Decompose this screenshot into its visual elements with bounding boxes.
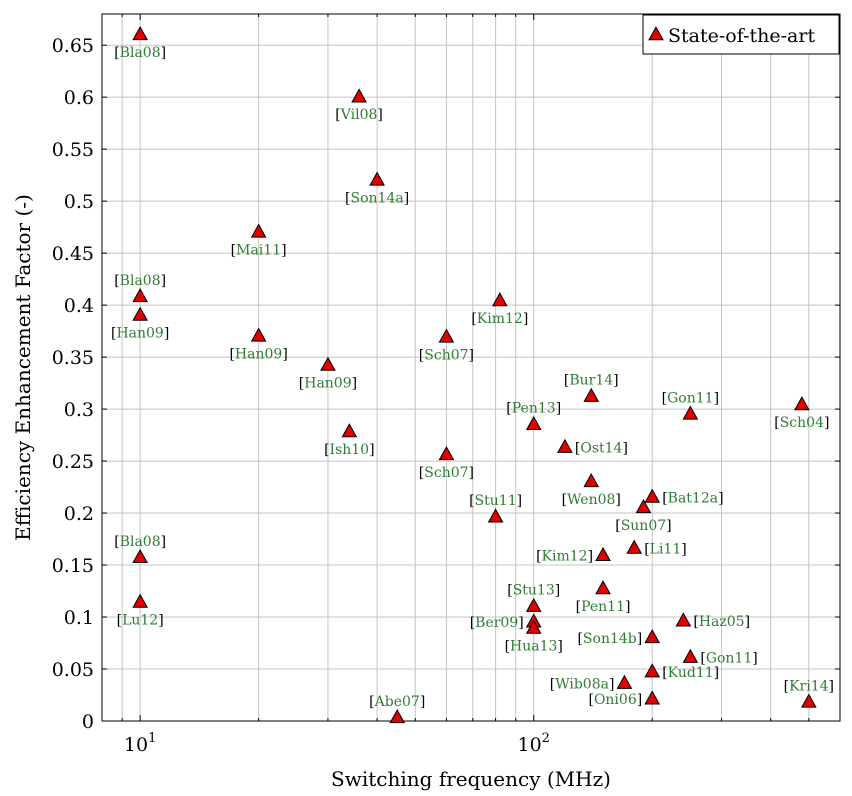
data-point-marker bbox=[595, 546, 611, 561]
data-point-label: [Bla08] bbox=[114, 534, 166, 550]
x-tick-label: 101 bbox=[124, 731, 156, 756]
data-point-marker bbox=[682, 405, 699, 420]
data-point-label: [Han09] bbox=[229, 346, 287, 362]
y-tick-label: 0.35 bbox=[52, 347, 94, 369]
data-point-marker bbox=[132, 306, 148, 321]
plot-frame bbox=[101, 13, 841, 722]
data-point-marker bbox=[525, 415, 542, 430]
y-tick-label: 0.3 bbox=[64, 399, 94, 421]
data-point-label: [Bla08] bbox=[114, 45, 166, 61]
y-tick-label: 0.6 bbox=[64, 87, 94, 109]
y-tick-label: 0.15 bbox=[52, 555, 94, 577]
data-point-label: [Gon11] bbox=[662, 390, 719, 406]
data-point-marker bbox=[675, 612, 692, 627]
data-point-label: [Sch04] bbox=[774, 415, 829, 431]
data-point-marker bbox=[487, 508, 504, 523]
data-point-marker bbox=[644, 663, 661, 678]
data-points: [Bla08] [Bla08] [Han09] [Bla08] [Lu12] [Mai11… bbox=[111, 25, 834, 724]
data-point-marker bbox=[616, 674, 633, 689]
data-point-marker bbox=[132, 593, 148, 608]
data-point-label: [Stu13] bbox=[507, 583, 560, 599]
data-point-label: [Sch07] bbox=[419, 347, 474, 363]
data-point-label: [Ost14] bbox=[575, 441, 628, 457]
data-point-label: [Pen13] bbox=[506, 401, 561, 417]
data-point-marker bbox=[682, 648, 699, 663]
data-point-label: [Mai11] bbox=[231, 242, 287, 258]
data-point-label: [Son14b] bbox=[577, 631, 642, 647]
data-point-label: [Kim12] bbox=[536, 549, 593, 565]
data-point-marker bbox=[491, 292, 508, 307]
data-point-marker bbox=[525, 619, 542, 634]
data-point-label: [Vil08] bbox=[335, 107, 383, 123]
legend: State-of-the-art bbox=[642, 14, 840, 55]
y-tick-label: 0.05 bbox=[52, 659, 94, 681]
data-point-label: [Ber09] bbox=[470, 615, 524, 631]
data-point-label: [Bur14] bbox=[564, 373, 619, 389]
data-point-marker bbox=[583, 473, 600, 488]
data-point-label: [Son14a] bbox=[345, 190, 409, 206]
data-point-marker bbox=[438, 328, 455, 343]
data-point-label: [Oni06] bbox=[588, 692, 642, 708]
data-point-label: [Gon11] bbox=[700, 651, 757, 667]
x-axis-label: Switching frequency (MHz) bbox=[331, 767, 611, 791]
axis-ticks: 0 0.05 0.1 0.15 0.2 0.25 0.3 0.35 0.4 0.45 0.5 0.55… bbox=[52, 14, 841, 756]
data-point-marker bbox=[794, 396, 810, 411]
data-point-label: [Li11] bbox=[644, 541, 687, 557]
y-tick-label: 0.45 bbox=[52, 243, 94, 265]
data-point-marker bbox=[644, 488, 661, 503]
data-point-label: [Haz05] bbox=[693, 614, 750, 630]
y-axis-label: Efficiency Enhancement Factor (-) bbox=[11, 194, 35, 541]
data-point-label: [Lu12] bbox=[117, 612, 164, 628]
y-tick-label: 0.5 bbox=[64, 191, 94, 213]
data-point-marker bbox=[525, 597, 542, 612]
data-point-label: [Stu11] bbox=[469, 493, 522, 509]
data-point-label: [Kud11] bbox=[662, 665, 719, 681]
legend-box bbox=[642, 14, 840, 55]
data-point-marker bbox=[644, 628, 661, 644]
data-point-marker bbox=[595, 580, 611, 595]
data-point-marker bbox=[132, 287, 148, 303]
data-point-marker bbox=[557, 438, 573, 453]
data-point-label: [Kim12] bbox=[471, 311, 528, 327]
data-point-marker bbox=[132, 548, 148, 564]
data-point-marker bbox=[626, 539, 643, 554]
data-point-label: [Sun07] bbox=[615, 518, 671, 534]
data-point-marker bbox=[438, 445, 455, 461]
y-tick-label: 0.4 bbox=[64, 295, 94, 317]
data-point-marker bbox=[583, 387, 600, 402]
data-point-label: [Sch07] bbox=[419, 465, 474, 481]
data-point-marker bbox=[250, 223, 267, 238]
data-point-label: [Pen11] bbox=[576, 599, 631, 615]
y-tick-label: 0.2 bbox=[64, 503, 94, 525]
data-point-label: [Han09] bbox=[111, 326, 169, 342]
y-tick-label: 0.55 bbox=[52, 139, 94, 161]
data-point-marker bbox=[250, 327, 267, 342]
data-point-label: [Bla08] bbox=[114, 273, 166, 289]
y-tick-label: 0.25 bbox=[52, 451, 94, 473]
data-point-marker bbox=[351, 88, 367, 103]
data-point-marker bbox=[644, 690, 661, 705]
data-point-label: [Bat12a] bbox=[662, 490, 723, 506]
y-tick-label: 0.1 bbox=[64, 607, 94, 629]
data-point-marker bbox=[341, 423, 358, 438]
legend-label: State-of-the-art bbox=[668, 25, 815, 47]
data-point-label: [Abe07] bbox=[369, 694, 425, 710]
data-point-label: [Wib08a] bbox=[550, 677, 615, 693]
data-point-marker bbox=[389, 709, 406, 724]
data-point-marker bbox=[800, 693, 817, 708]
y-tick-label: 0.65 bbox=[52, 35, 94, 57]
data-point-label: [Wen08] bbox=[562, 492, 621, 508]
data-point-label: [Han09] bbox=[299, 375, 357, 391]
x-tick-label: 102 bbox=[517, 731, 549, 756]
data-point-marker bbox=[320, 356, 336, 371]
data-point-marker bbox=[132, 25, 148, 41]
data-point-label: [Ish10] bbox=[324, 442, 374, 458]
data-point-label: [Hua13] bbox=[505, 638, 563, 654]
legend-marker bbox=[648, 26, 664, 41]
data-point-label: [Kri14] bbox=[784, 678, 834, 694]
y-tick-label: 0 bbox=[82, 711, 94, 733]
data-point-marker bbox=[635, 499, 652, 514]
data-point-marker bbox=[369, 171, 385, 186]
